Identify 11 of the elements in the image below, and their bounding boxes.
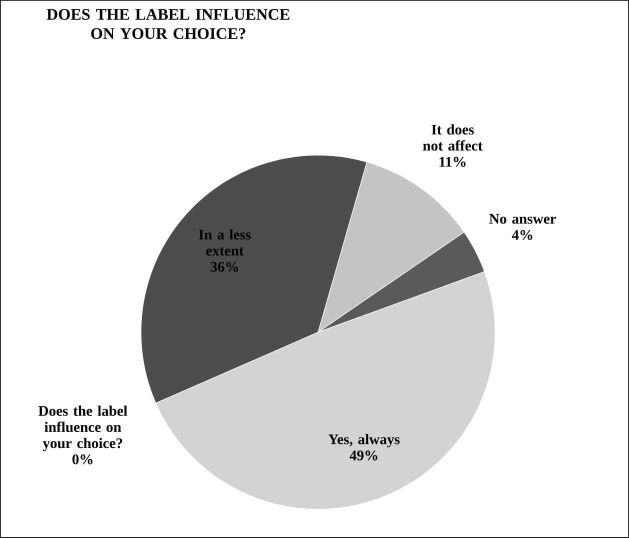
data-label: 11% [440, 156, 466, 167]
slice-label: In a less extent [198, 229, 251, 256]
slice-label: No answer [489, 214, 556, 224]
data-label: 4% [512, 230, 532, 240]
slice-label: Yes, always [328, 434, 400, 448]
data-label: 36% [210, 262, 238, 272]
text: 0% [72, 454, 92, 464]
data-label: 49% [350, 450, 378, 460]
chart-title: DOES THE LABEL INFLUENCE ON YOUR CHOICE? [46, 9, 290, 40]
category-label: Does the label influence on your choice? [38, 406, 128, 452]
slice-label: It does not affect [423, 124, 483, 151]
